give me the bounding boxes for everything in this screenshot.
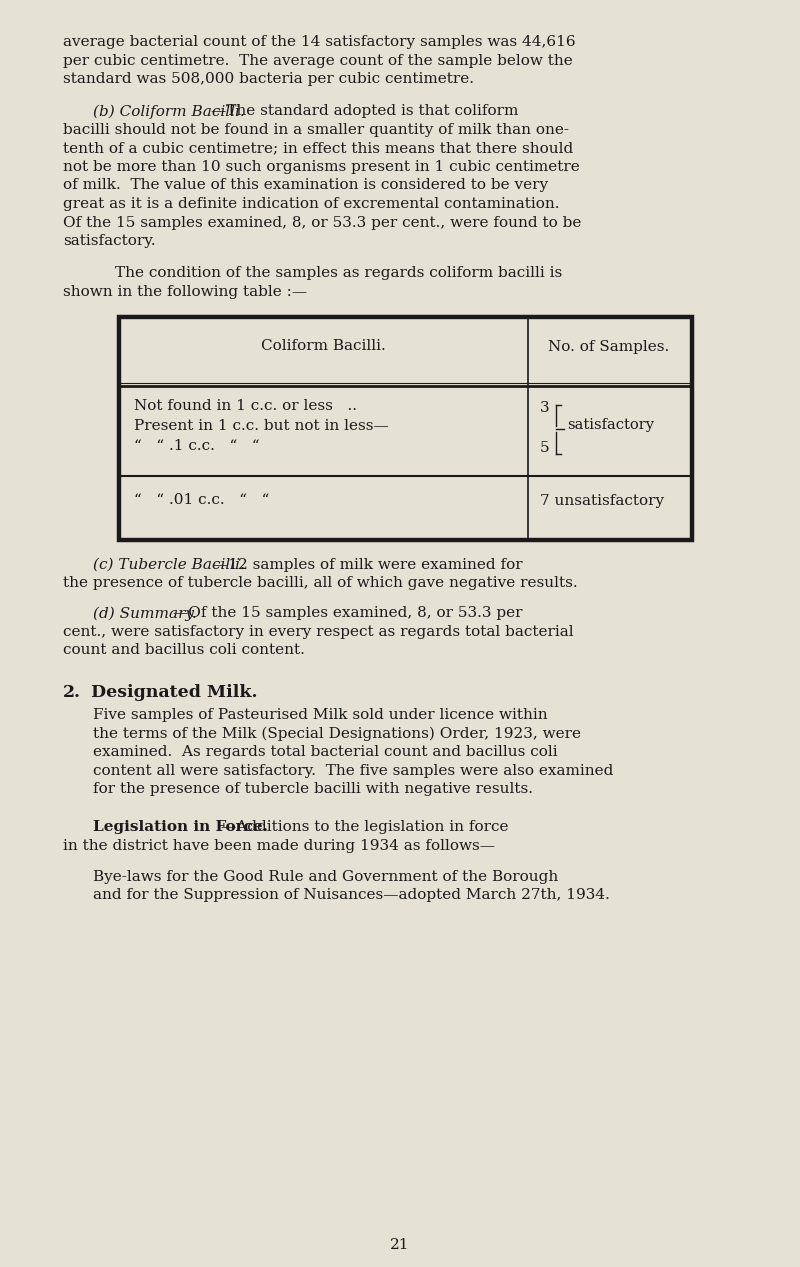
Text: 3: 3 [539, 402, 549, 416]
Text: 7 unsatisfactory: 7 unsatisfactory [539, 494, 664, 508]
Text: Present in 1 c.c. but not in less—: Present in 1 c.c. but not in less— [134, 419, 389, 433]
Text: Not found in 1 c.c. or less   ..: Not found in 1 c.c. or less .. [134, 399, 357, 413]
Text: (b) Coliform Bacilli.: (b) Coliform Bacilli. [93, 104, 245, 119]
Text: content all were satisfactory.  The five samples were also examined: content all were satisfactory. The five … [93, 764, 614, 778]
Text: The condition of the samples as regards coliform bacilli is: The condition of the samples as regards … [115, 266, 562, 280]
Text: satisfactory: satisfactory [567, 418, 654, 432]
Text: per cubic centimetre.  The average count of the sample below the: per cubic centimetre. The average count … [63, 53, 573, 67]
Text: —12 samples of milk were examined for: —12 samples of milk were examined for [213, 557, 522, 571]
Text: not be more than 10 such organisms present in 1 cubic centimetre: not be more than 10 such organisms prese… [63, 160, 580, 174]
Text: examined.  As regards total bacterial count and bacillus coli: examined. As regards total bacterial cou… [93, 745, 558, 759]
Text: Bye-laws for the Good Rule and Government of the Borough: Bye-laws for the Good Rule and Governmen… [93, 869, 558, 883]
Text: great as it is a definite indication of excremental contamination.: great as it is a definite indication of … [63, 196, 559, 212]
Text: count and bacillus coli content.: count and bacillus coli content. [63, 644, 305, 658]
Text: —Additions to the legislation in force: —Additions to the legislation in force [221, 821, 509, 835]
Text: (c) Tubercle Bacilli.: (c) Tubercle Bacilli. [93, 557, 245, 571]
Text: 2.: 2. [63, 684, 81, 701]
Text: the terms of the Milk (Special Designations) Order, 1923, were: the terms of the Milk (Special Designati… [93, 726, 581, 741]
Text: Legislation in Force.: Legislation in Force. [93, 821, 268, 835]
Text: and for the Suppression of Nuisances—adopted March 27th, 1934.: and for the Suppression of Nuisances—ado… [93, 888, 610, 902]
Text: bacilli should not be found in a smaller quantity of milk than one-: bacilli should not be found in a smaller… [63, 123, 569, 137]
Text: 5: 5 [539, 441, 549, 456]
Text: Of the 15 samples examined, 8, or 53.3 per cent., were found to be: Of the 15 samples examined, 8, or 53.3 p… [63, 215, 582, 229]
Text: (d) Summary.: (d) Summary. [93, 607, 197, 621]
Text: standard was 508,000 bacteria per cubic centimetre.: standard was 508,000 bacteria per cubic … [63, 72, 474, 86]
Bar [120, 318, 690, 537]
Text: “   “ .01 c.c.   “   “: “ “ .01 c.c. “ “ [134, 494, 270, 508]
Bar [118, 315, 692, 540]
Text: —Of the 15 samples examined, 8, or 53.3 per: —Of the 15 samples examined, 8, or 53.3 … [173, 607, 522, 621]
Text: the presence of tubercle bacilli, all of which gave negative results.: the presence of tubercle bacilli, all of… [63, 576, 578, 590]
Text: satisfactory.: satisfactory. [63, 234, 156, 248]
Text: 21: 21 [390, 1238, 410, 1252]
Text: No. of Samples.: No. of Samples. [548, 340, 670, 353]
Text: Five samples of Pasteurised Milk sold under licence within: Five samples of Pasteurised Milk sold un… [93, 708, 548, 722]
Text: of milk.  The value of this examination is considered to be very: of milk. The value of this examination i… [63, 179, 548, 193]
Text: Coliform Bacilli.: Coliform Bacilli. [262, 340, 386, 353]
Text: shown in the following table :—: shown in the following table :— [63, 285, 307, 299]
Text: tenth of a cubic centimetre; in effect this means that there should: tenth of a cubic centimetre; in effect t… [63, 142, 574, 156]
Text: “   “ .1 c.c.   “   “: “ “ .1 c.c. “ “ [134, 440, 260, 454]
Text: in the district have been made during 1934 as follows—: in the district have been made during 19… [63, 839, 495, 853]
Text: for the presence of tubercle bacilli with negative results.: for the presence of tubercle bacilli wit… [93, 782, 533, 796]
Text: average bacterial count of the 14 satisfactory samples was 44,616: average bacterial count of the 14 satisf… [63, 35, 576, 49]
Text: —The standard adopted is that coliform: —The standard adopted is that coliform [211, 104, 518, 119]
Text: Designated Milk.: Designated Milk. [91, 684, 258, 701]
Text: cent., were satisfactory in every respect as regards total bacterial: cent., were satisfactory in every respec… [63, 625, 574, 639]
